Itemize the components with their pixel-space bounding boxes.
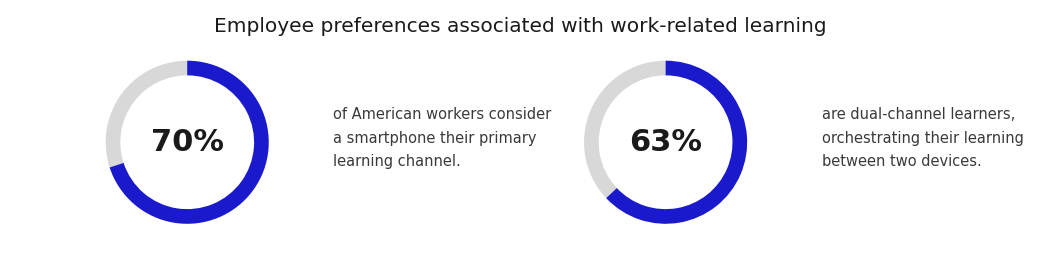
Text: are dual-channel learners,
orchestrating their learning
between two devices.: are dual-channel learners, orchestrating… (822, 108, 1023, 169)
Text: Employee preferences associated with work-related learning: Employee preferences associated with wor… (213, 17, 827, 35)
Text: 70%: 70% (151, 128, 224, 157)
Wedge shape (109, 61, 268, 224)
Wedge shape (584, 61, 666, 198)
Text: of American workers consider
a smartphone their primary
learning channel.: of American workers consider a smartphon… (333, 108, 551, 169)
Wedge shape (606, 61, 747, 224)
Wedge shape (106, 61, 187, 168)
Text: 63%: 63% (629, 128, 702, 157)
